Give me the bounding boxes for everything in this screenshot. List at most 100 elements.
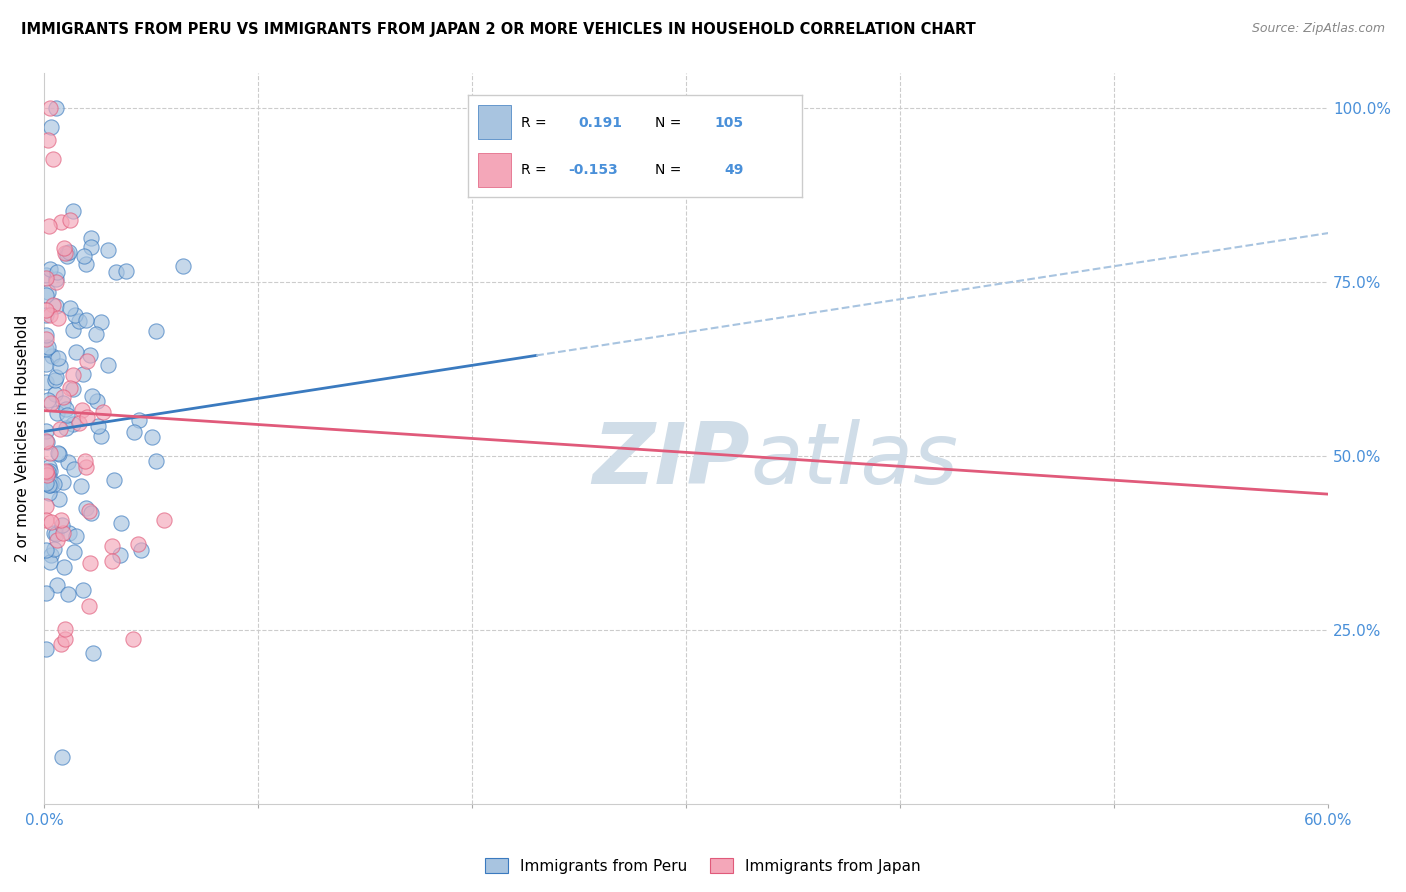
Point	[67, 416, 90, 430]
Point	[80, 239, 103, 253]
Point	[76, 354, 98, 368]
Point	[39, 515, 62, 529]
Point	[35, 464, 58, 478]
Point	[39, 549, 62, 563]
Point	[86, 394, 108, 409]
Point	[44, 386, 66, 401]
Point	[42, 525, 65, 540]
Point	[35, 424, 58, 438]
Point	[114, 263, 136, 277]
Point	[39, 261, 62, 276]
Point	[41, 396, 63, 410]
Point	[42, 153, 65, 167]
Text: Source: ZipAtlas.com: Source: ZipAtlas.com	[1251, 22, 1385, 36]
Point	[35, 434, 58, 448]
Point	[82, 647, 104, 661]
Point	[39, 465, 62, 479]
Point	[49, 637, 72, 651]
Point	[35, 476, 58, 491]
Point	[35, 357, 58, 371]
Point	[53, 560, 76, 574]
Point	[53, 632, 76, 646]
Point	[49, 422, 72, 436]
Point	[39, 478, 62, 492]
Point	[35, 268, 58, 282]
Point	[79, 556, 101, 570]
Point	[37, 467, 59, 482]
Point	[35, 287, 58, 301]
Point	[75, 454, 97, 468]
Point	[35, 328, 58, 343]
Point	[35, 465, 58, 479]
Point	[110, 516, 132, 531]
Point	[35, 375, 58, 389]
Text: IMMIGRANTS FROM PERU VS IMMIGRANTS FROM JAPAN 2 OR MORE VEHICLES IN HOUSEHOLD CO: IMMIGRANTS FROM PERU VS IMMIGRANTS FROM …	[21, 22, 976, 37]
Point	[62, 368, 84, 383]
Point	[55, 421, 77, 435]
Point	[48, 491, 70, 506]
Point	[35, 499, 58, 513]
Point	[45, 101, 67, 115]
Point	[45, 406, 67, 420]
Point	[46, 310, 69, 325]
Point	[91, 405, 114, 419]
Point	[37, 465, 59, 479]
Y-axis label: 2 or more Vehicles in Household: 2 or more Vehicles in Household	[15, 315, 30, 562]
Point	[41, 349, 63, 363]
Point	[38, 459, 60, 474]
Point	[51, 475, 73, 489]
Point	[172, 259, 194, 273]
Point	[145, 454, 167, 468]
Point	[53, 245, 76, 260]
Point	[39, 120, 62, 134]
Point	[128, 413, 150, 427]
Point	[52, 390, 75, 404]
Point	[38, 470, 60, 484]
Point	[37, 340, 59, 354]
Point	[62, 417, 84, 431]
Point	[48, 447, 70, 461]
Point	[39, 308, 62, 322]
Point	[65, 345, 87, 359]
Point	[90, 429, 112, 443]
Point	[65, 308, 87, 322]
Point	[76, 410, 98, 425]
Point	[42, 298, 65, 312]
Point	[72, 367, 94, 381]
Point	[75, 257, 97, 271]
Point	[65, 529, 87, 543]
Point	[46, 446, 69, 460]
Point	[39, 477, 62, 491]
Point	[38, 555, 60, 569]
Point	[59, 381, 82, 395]
Point	[97, 358, 120, 372]
Point	[35, 302, 58, 317]
Point	[45, 265, 67, 279]
Point	[45, 533, 67, 547]
Point	[122, 425, 145, 439]
Point	[35, 542, 58, 557]
Point	[45, 578, 67, 592]
Point	[38, 486, 60, 500]
Point	[59, 301, 82, 315]
Point	[77, 599, 100, 613]
Point	[35, 342, 58, 356]
Point	[105, 265, 128, 279]
Point	[51, 750, 73, 764]
Point	[127, 536, 149, 550]
Point	[129, 542, 152, 557]
Point	[59, 213, 82, 227]
Point	[80, 389, 103, 403]
Point	[80, 506, 103, 520]
Point	[46, 351, 69, 365]
Point	[45, 527, 67, 541]
Point	[52, 242, 75, 256]
Point	[56, 454, 79, 468]
Point	[63, 462, 86, 476]
Point	[45, 275, 67, 289]
Point	[55, 408, 77, 422]
Point	[37, 392, 59, 407]
Point	[35, 642, 58, 657]
Point	[103, 473, 125, 487]
Point	[37, 133, 59, 147]
